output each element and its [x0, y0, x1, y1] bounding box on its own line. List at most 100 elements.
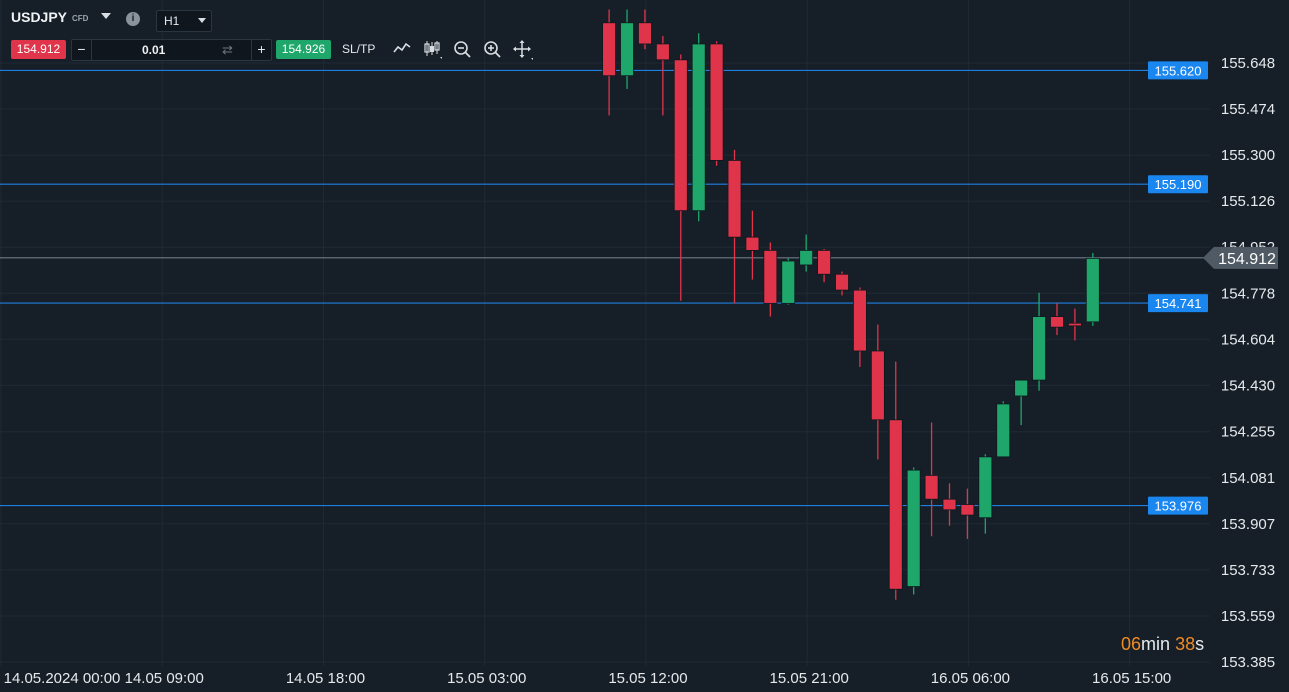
line-chart-icon[interactable]: [391, 38, 413, 60]
price-level-tag[interactable]: [1148, 496, 1208, 515]
bear-candle: [745, 210, 760, 280]
price-level-label: 155.620: [1155, 63, 1202, 78]
countdown-seconds: 38: [1175, 634, 1196, 654]
y-tick-label: 155.126: [1221, 193, 1275, 210]
candle-body: [1085, 257, 1100, 323]
candle-body: [709, 43, 724, 161]
candle-body: [870, 350, 885, 421]
bear-candle: [870, 324, 885, 460]
sell-price-button[interactable]: 154.912: [11, 40, 66, 59]
y-tick-label: 154.430: [1221, 377, 1275, 394]
candle-body: [799, 250, 814, 266]
bear-candle: [709, 41, 724, 166]
bear-candle: [655, 36, 670, 116]
chevron-down-icon: [198, 18, 206, 23]
candle-body: [655, 43, 670, 61]
price-level-tag[interactable]: [1148, 294, 1208, 313]
trade-toolbar: USDJPY CFD i H1 154.912 − 0.01 ⇄ + 154.9…: [0, 0, 560, 70]
y-tick-label: 153.907: [1221, 516, 1275, 533]
bull-candle: [1014, 379, 1029, 426]
symbol-dropdown-icon[interactable]: [101, 13, 111, 19]
candle-body: [763, 250, 778, 304]
bull-candle: [906, 467, 921, 595]
candle-body: [888, 419, 903, 590]
candle-body: [602, 22, 617, 77]
bull-candle: [978, 454, 993, 534]
bear-candle: [763, 242, 778, 317]
bear-candle: [817, 249, 831, 283]
timeframe-select[interactable]: H1: [156, 10, 212, 32]
candles: [602, 9, 1100, 600]
info-icon[interactable]: i: [126, 12, 140, 26]
sl-tp-button[interactable]: SL/TP: [342, 42, 376, 56]
y-tick-label: 154.778: [1221, 285, 1275, 302]
candle-body: [960, 504, 975, 516]
y-axis: 155.648155.474155.300155.126154.952154.7…: [1203, 55, 1278, 671]
increase-lot-button[interactable]: +: [251, 40, 271, 60]
y-tick-label: 153.559: [1221, 608, 1275, 625]
lot-size-stepper[interactable]: − 0.01 ⇄ +: [71, 39, 272, 61]
candle-body: [1068, 322, 1082, 327]
x-tick-label: 14.05.2024 00:00: [4, 670, 121, 687]
bear-candle: [1068, 308, 1082, 341]
current-price-label: 154.912: [1218, 251, 1276, 268]
decrease-lot-button[interactable]: −: [72, 40, 92, 60]
buy-price-button[interactable]: 154.926: [276, 40, 331, 59]
candle-body: [924, 474, 939, 500]
countdown-min-label: min: [1141, 634, 1171, 654]
candle-body: [978, 456, 993, 519]
x-tick-label: 15.05 03:00: [447, 670, 526, 687]
zoom-in-icon[interactable]: [481, 38, 503, 60]
x-tick-label: 16.05 06:00: [931, 670, 1010, 687]
price-level-label: 155.190: [1155, 177, 1202, 192]
candle-body: [673, 59, 688, 212]
countdown-minutes: 06: [1121, 634, 1142, 654]
bear-candle: [924, 422, 939, 537]
current-price-tag: [1203, 246, 1278, 269]
price-level-tag[interactable]: [1148, 175, 1208, 194]
bull-candle: [1032, 292, 1046, 391]
countdown-sec-label: s: [1195, 634, 1205, 654]
bear-candle: [727, 149, 742, 304]
move-icon[interactable]: [511, 38, 533, 60]
bear-candle: [853, 287, 867, 367]
zoom-out-icon[interactable]: [451, 38, 473, 60]
bear-candle: [960, 488, 975, 539]
candle-body: [817, 250, 831, 275]
candle-body: [620, 22, 634, 77]
candle-body: [942, 498, 957, 511]
y-tick-label: 155.474: [1221, 101, 1275, 118]
bear-candle: [835, 271, 849, 296]
y-tick-label: 155.300: [1221, 147, 1275, 164]
bull-candle: [691, 33, 706, 222]
candle-body: [1014, 379, 1029, 397]
timeframe-value: H1: [164, 14, 180, 28]
candle-body: [906, 469, 921, 587]
y-tick-label: 153.385: [1221, 654, 1275, 671]
bull-candle: [1085, 253, 1100, 326]
candle-body: [691, 43, 706, 212]
candle-body: [638, 22, 652, 45]
swap-icon[interactable]: ⇄: [222, 42, 233, 57]
candlestick-icon[interactable]: [421, 38, 443, 60]
bear-candle: [638, 9, 652, 50]
candle-body: [727, 160, 742, 238]
price-level-label: 154.741: [1155, 296, 1202, 311]
symbol-name[interactable]: USDJPY: [11, 9, 68, 25]
price-level-tag[interactable]: [1148, 61, 1208, 80]
bear-candle: [1050, 303, 1064, 336]
price-level-label: 153.976: [1155, 499, 1202, 514]
candle-body: [1050, 316, 1064, 328]
lot-size-input[interactable]: 0.01: [142, 43, 166, 57]
bear-candle: [942, 483, 957, 526]
bear-candle: [673, 54, 688, 301]
candle-body: [781, 260, 796, 304]
candle-body: [853, 289, 867, 352]
y-tick-label: 153.733: [1221, 562, 1275, 579]
bull-candle: [996, 401, 1011, 458]
y-tick-label: 154.081: [1221, 470, 1275, 487]
bear-candle: [888, 361, 903, 600]
x-axis: 14.05.2024 00:00 14.05 09:00 14.05 18:00 15…: [4, 670, 1172, 687]
x-tick-label: 14.05 18:00: [286, 670, 365, 687]
